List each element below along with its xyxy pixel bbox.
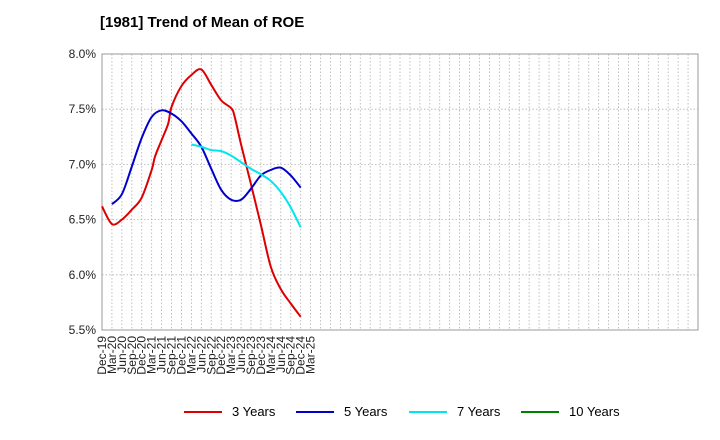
x-tick-label: Sep-24 bbox=[284, 336, 298, 375]
legend-item-3-years: 3 Years bbox=[184, 404, 275, 419]
x-tick-label: Dec-23 bbox=[254, 336, 268, 375]
x-tick-label: Mar-24 bbox=[264, 336, 278, 374]
y-tick-label: 5.5% bbox=[69, 323, 97, 337]
series-lines bbox=[101, 68, 302, 318]
legend-item-5-years: 5 Years bbox=[296, 404, 387, 419]
x-tick-label: Sep-23 bbox=[244, 336, 258, 375]
y-tick-label: 8.0% bbox=[69, 47, 97, 61]
x-tick-label: Sep-22 bbox=[204, 336, 218, 375]
x-axis-ticks: Dec-19Mar-20Jun-20Sep-20Dec-20Mar-21Jun-… bbox=[95, 336, 318, 375]
legend: 3 Years 5 Years 7 Years 10 Years bbox=[0, 404, 720, 426]
y-axis-ticks: 8.0% 7.5% 7.0% 6.5% 6.0% 5.5% bbox=[69, 47, 97, 337]
series-line-7-years bbox=[191, 143, 302, 228]
x-tick-label: Jun-22 bbox=[194, 336, 208, 373]
chart-title: [1981] Trend of Mean of ROE bbox=[100, 14, 305, 31]
x-tick-label: Sep-20 bbox=[125, 336, 139, 375]
x-tick-label: Dec-20 bbox=[135, 336, 149, 375]
x-tick-label: Jun-20 bbox=[115, 336, 129, 373]
legend-label: 5 Years bbox=[344, 404, 388, 419]
x-tick-label: Dec-22 bbox=[214, 336, 228, 375]
plot-area-frame bbox=[101, 53, 699, 331]
x-tick-label: Jun-23 bbox=[234, 336, 248, 373]
legend-label: 7 Years bbox=[457, 404, 501, 419]
legend-label: 10 Years bbox=[569, 404, 620, 419]
x-tick-label: Dec-24 bbox=[294, 336, 308, 375]
x-tick-label: Mar-22 bbox=[184, 336, 198, 374]
legend-label: 3 Years bbox=[232, 404, 276, 419]
legend-swatch bbox=[296, 410, 334, 413]
grid-lines bbox=[102, 54, 698, 330]
x-tick-label: Mar-20 bbox=[105, 336, 119, 374]
y-tick-label: 7.5% bbox=[69, 102, 97, 116]
x-tick-label: Dec-19 bbox=[95, 336, 109, 375]
x-tick-label: Dec-21 bbox=[174, 336, 188, 375]
y-tick-label: 6.0% bbox=[69, 268, 97, 282]
x-tick-label: Jun-24 bbox=[274, 336, 288, 373]
x-tick-label: Mar-23 bbox=[224, 336, 238, 374]
legend-item-7-years: 7 Years bbox=[409, 404, 500, 419]
x-tick-label: Mar-21 bbox=[145, 336, 159, 374]
legend-swatch bbox=[184, 410, 222, 413]
legend-swatch bbox=[409, 410, 447, 413]
x-tick-label: Jun-21 bbox=[155, 336, 169, 373]
x-tick-label: Mar-25 bbox=[304, 336, 318, 374]
legend-item-10-years: 10 Years bbox=[521, 404, 620, 419]
y-tick-label: 7.0% bbox=[69, 157, 97, 171]
x-tick-label: Sep-21 bbox=[165, 336, 179, 375]
series-line-3-years bbox=[101, 68, 302, 318]
y-tick-label: 6.5% bbox=[69, 213, 97, 227]
legend-swatch bbox=[521, 410, 559, 413]
series-line-5-years bbox=[111, 109, 302, 205]
